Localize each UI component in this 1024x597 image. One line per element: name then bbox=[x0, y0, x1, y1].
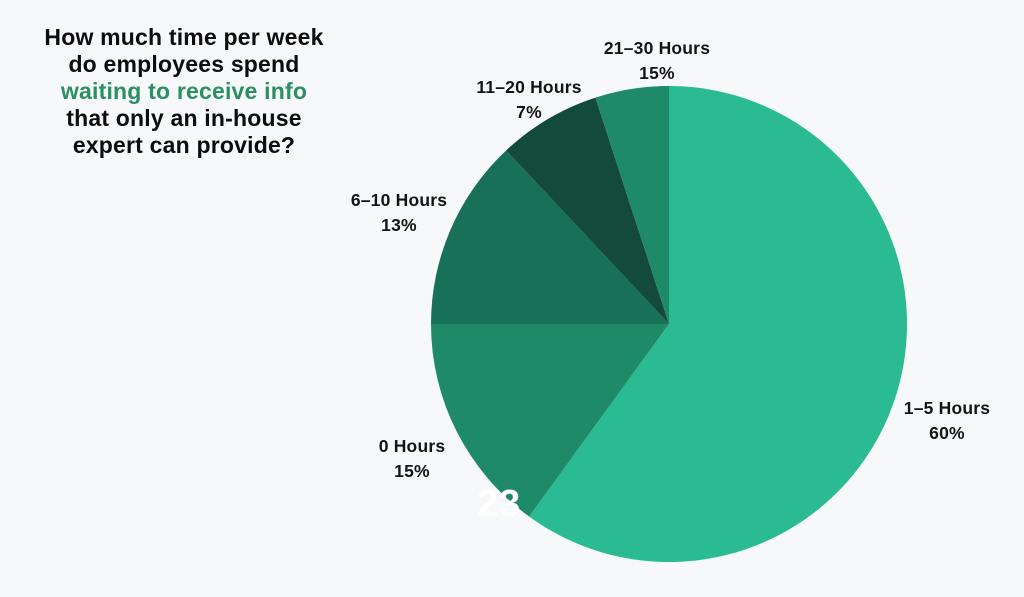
chart-title-line: do employees spend bbox=[68, 51, 300, 77]
pie-slice-21-30-hours bbox=[595, 86, 669, 324]
pie-slice-label-11-20-hours: 11–20 Hours 7% bbox=[444, 75, 614, 125]
pie-slice-label-0-hours: 0 Hours 15% bbox=[327, 434, 497, 484]
slice-percent: 15% bbox=[639, 63, 675, 83]
slice-category: 21–30 Hours bbox=[603, 38, 711, 58]
pie-slice-label-6-10-hours: 6–10 Hours 13% bbox=[314, 188, 484, 238]
pie-slice-label-1-5-hours: 1–5 Hours 60% bbox=[862, 396, 1024, 446]
slice-category: 0 Hours bbox=[378, 436, 446, 456]
pie-slice-11-20-hours bbox=[506, 97, 669, 325]
chart-title-line: How much time per week bbox=[44, 24, 324, 50]
slice-percent: 15% bbox=[394, 461, 430, 481]
slice-percent: 60% bbox=[929, 423, 965, 443]
chart-title-line: waiting to receive info bbox=[60, 78, 308, 104]
slice-category: 6–10 Hours bbox=[350, 190, 448, 210]
watermark-text: 23 bbox=[477, 483, 522, 525]
chart-title: How much time per week do employees spen… bbox=[16, 24, 352, 159]
chart-title-line: that only an in-house bbox=[66, 105, 302, 131]
pie-slice-label-21-30-hours: 21–30 Hours 15% bbox=[572, 36, 742, 86]
pie-slice-0-hours bbox=[431, 324, 669, 517]
slice-category: 1–5 Hours bbox=[903, 398, 991, 418]
pie-slice-6-10-hours bbox=[431, 150, 669, 324]
pie-slice-1-5-hours bbox=[529, 86, 907, 562]
chart-title-line: expert can provide? bbox=[72, 132, 296, 158]
slice-category: 11–20 Hours bbox=[476, 77, 582, 97]
slice-percent: 7% bbox=[516, 102, 542, 122]
slice-percent: 13% bbox=[381, 215, 417, 235]
